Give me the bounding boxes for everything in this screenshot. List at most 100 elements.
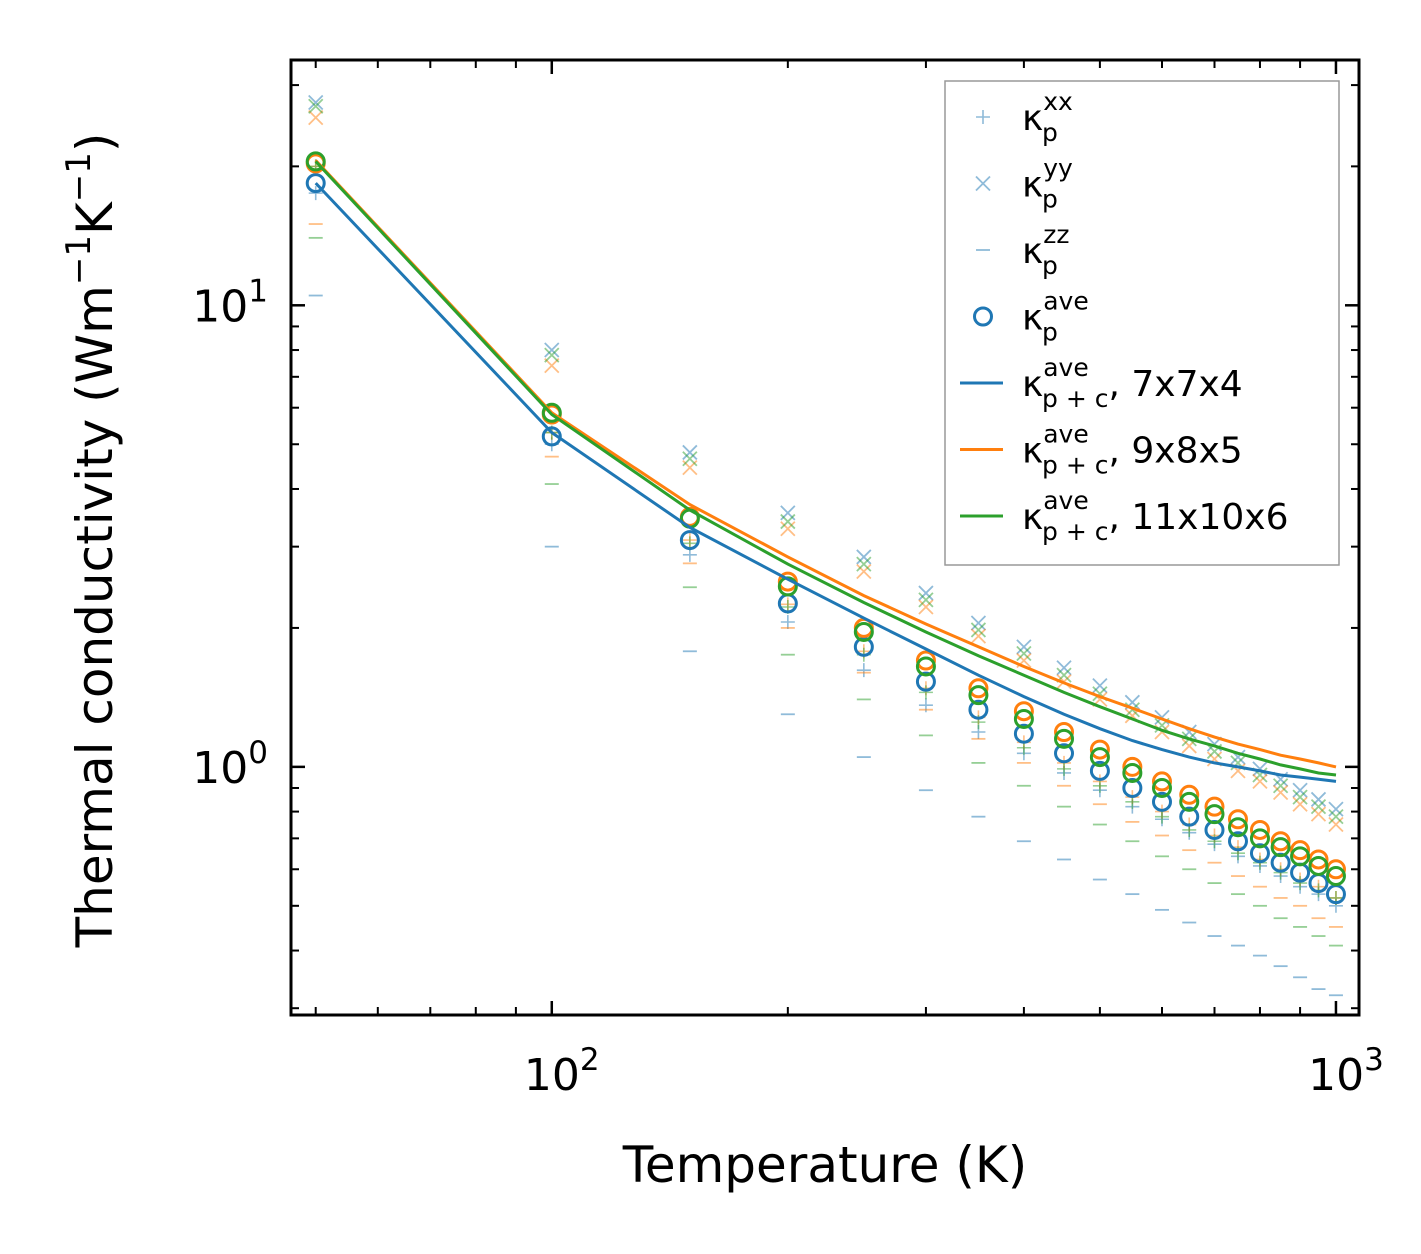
kyy-point [308,94,324,111]
kave-point [679,530,700,551]
kave-point [1249,843,1270,864]
axis-tick-labels: 102 103 100 101 [192,273,1384,1101]
kyy-point [970,615,987,631]
kyy-point [682,451,698,467]
kyy-point [1272,784,1289,801]
kave-point [541,402,562,423]
legend-entry: κave p + c, 7x7x4 [960,353,1243,413]
kyy-point [856,556,872,572]
legend-label: κyy p [1022,154,1073,214]
legend-label: κxx p [1022,87,1073,147]
legend-entry: κave p [973,287,1089,347]
kyy-point [918,599,934,615]
kave-point [915,650,936,671]
kyy-point [1056,660,1072,676]
legend-cross-marker [975,175,991,192]
kxx-point [308,186,323,201]
kave-point [1054,728,1075,749]
kave-point [1179,791,1200,812]
y-axis-label: Thermal conductivity (Wm−1K−1) [59,133,124,949]
kave-point [968,685,989,706]
kyy-point [1272,778,1289,794]
kyy-point [856,563,872,580]
kave-point [915,656,936,677]
legend-label: κave p + c, 11x10x6 [1022,486,1289,546]
y-tick-label: 101 [192,273,268,332]
kave-point [1204,796,1225,817]
kyy-point [780,521,796,537]
kave-point [1013,701,1034,722]
kyy-point [918,592,934,608]
kave-point [1204,804,1225,825]
kave-point [1308,849,1329,870]
legend-label: κave p [1022,287,1089,347]
kxx-point [918,685,933,700]
kyy-point [780,513,796,530]
plot-area [305,94,1346,997]
kave-point [1151,771,1172,792]
kave-point [1270,831,1291,852]
kave-point [1151,791,1172,812]
kyy-point [1310,799,1327,815]
kyy-point [1016,645,1032,662]
legend-label: κzz p [1022,220,1069,280]
legend-circle-marker [973,306,993,327]
legend-plus-marker [976,110,990,124]
kave-point [968,678,989,699]
legend-entry: κyy p [975,154,1073,214]
kave-point [1013,723,1034,744]
x-axis-label: Temperature (K) [622,1136,1027,1194]
axis-ticks [291,60,1359,1015]
kyy-point [1328,816,1344,833]
kave-point [1249,819,1270,840]
kave-point [1089,747,1110,768]
kave-point [1308,855,1329,876]
kyy-point [1328,809,1344,825]
kave-point [853,621,874,642]
kyy-point [682,444,698,461]
kave-point [968,699,989,720]
kxx-point [1057,761,1072,776]
kave-point [1054,721,1075,742]
kave-point [1227,817,1248,838]
kave-point [1179,784,1200,805]
kxx-point [1293,876,1308,891]
kyy-point [1252,761,1268,777]
legend-label: κave p + c, 9x8x5 [1022,420,1243,480]
kave-point [1227,809,1248,830]
legend-entry: κzz p [976,220,1069,280]
kyy-point [856,549,872,565]
kyy-point [1310,806,1327,822]
series-ave-7x7x4 [305,173,1346,905]
kxx-point [1092,778,1107,793]
kyy-point [1328,801,1344,817]
kxx-point [1207,834,1222,849]
kyy-point [918,585,934,601]
legend-entry: κxx p [976,87,1073,147]
legend-frame [944,80,1340,566]
kxx-point [856,663,871,678]
kave-point [1122,756,1143,777]
kave-point [915,671,936,692]
kxx-point [1154,809,1169,824]
kyy-point [1292,796,1308,812]
kave-point [1290,846,1311,867]
legend-label: κave p + c, 7x7x4 [1022,353,1243,413]
kyy-point [308,98,324,114]
legend-entry: κave p + c, 9x8x5 [960,420,1243,480]
legend-entry: κave p + c, 11x10x6 [960,486,1289,546]
kyy-point [308,110,324,126]
kave-point [1122,762,1143,783]
kyy-point [1310,791,1327,808]
kyy-point [970,622,987,638]
kave-point [1249,828,1270,849]
kyy-point [1252,773,1268,790]
y-tick-label: 100 [192,735,268,794]
kave-point [1290,840,1311,861]
kave-point [1179,806,1200,827]
kave-point [305,151,326,172]
kave-point [1054,743,1075,764]
kave-point [853,636,874,657]
